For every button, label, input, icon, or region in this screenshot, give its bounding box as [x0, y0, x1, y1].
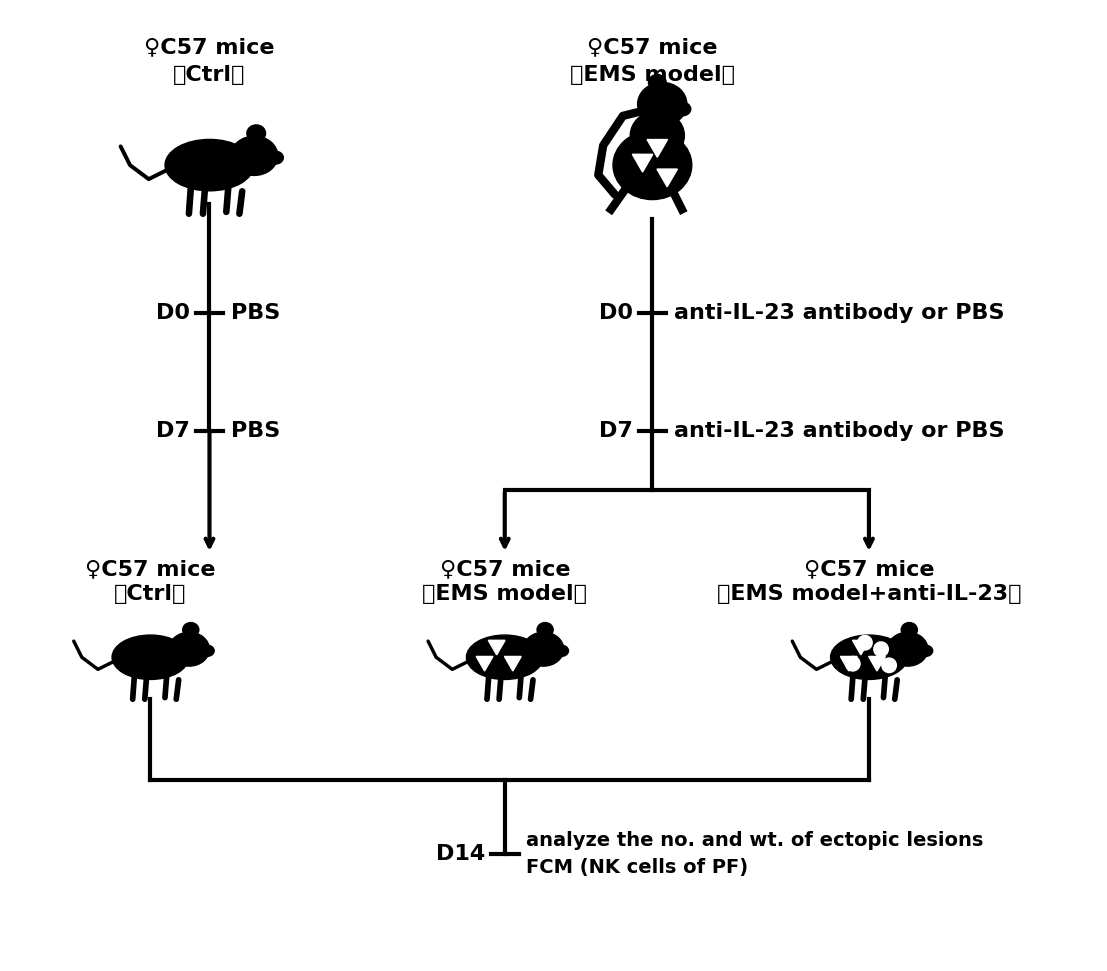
- Ellipse shape: [554, 645, 569, 656]
- Text: （EMS model+anti-IL-23）: （EMS model+anti-IL-23）: [716, 585, 1021, 604]
- Text: D7: D7: [156, 420, 189, 441]
- Text: ♀C57 mice: ♀C57 mice: [587, 37, 717, 57]
- Text: ♀C57 mice: ♀C57 mice: [85, 559, 216, 579]
- Text: （EMS model）: （EMS model）: [422, 585, 587, 604]
- Text: ♀C57 mice: ♀C57 mice: [439, 559, 570, 579]
- Ellipse shape: [524, 632, 563, 666]
- Circle shape: [858, 635, 872, 650]
- Ellipse shape: [267, 151, 283, 164]
- Ellipse shape: [830, 635, 908, 680]
- Text: ♀C57 mice: ♀C57 mice: [804, 559, 934, 579]
- Ellipse shape: [183, 622, 199, 637]
- Ellipse shape: [630, 111, 684, 160]
- Text: PBS: PBS: [231, 303, 280, 322]
- Ellipse shape: [649, 75, 666, 90]
- Ellipse shape: [918, 645, 933, 656]
- Text: D14: D14: [436, 844, 485, 864]
- Ellipse shape: [231, 136, 278, 176]
- Ellipse shape: [901, 622, 918, 637]
- Text: analyze the no. and wt. of ectopic lesions: analyze the no. and wt. of ectopic lesio…: [527, 831, 984, 850]
- Ellipse shape: [165, 140, 254, 191]
- Text: D7: D7: [599, 420, 633, 441]
- Ellipse shape: [247, 125, 266, 142]
- Ellipse shape: [638, 83, 686, 126]
- Text: D0: D0: [599, 303, 633, 322]
- Ellipse shape: [112, 635, 189, 680]
- Ellipse shape: [169, 632, 209, 666]
- Ellipse shape: [613, 131, 692, 200]
- Text: （EMS model）: （EMS model）: [570, 65, 735, 84]
- Text: D0: D0: [156, 303, 189, 322]
- Ellipse shape: [673, 102, 691, 116]
- Text: （Ctrl）: （Ctrl）: [174, 65, 246, 84]
- Circle shape: [846, 656, 860, 671]
- Ellipse shape: [199, 645, 214, 656]
- Text: （Ctrl）: （Ctrl）: [114, 585, 187, 604]
- Circle shape: [873, 642, 888, 656]
- Circle shape: [882, 658, 897, 673]
- Text: anti-IL-23 antibody or PBS: anti-IL-23 antibody or PBS: [674, 303, 1004, 322]
- Ellipse shape: [888, 632, 928, 666]
- Text: PBS: PBS: [231, 420, 280, 441]
- Ellipse shape: [466, 635, 544, 680]
- Text: ♀C57 mice: ♀C57 mice: [144, 37, 275, 57]
- Text: anti-IL-23 antibody or PBS: anti-IL-23 antibody or PBS: [674, 420, 1004, 441]
- Text: FCM (NK cells of PF): FCM (NK cells of PF): [527, 858, 748, 878]
- Ellipse shape: [537, 622, 554, 637]
